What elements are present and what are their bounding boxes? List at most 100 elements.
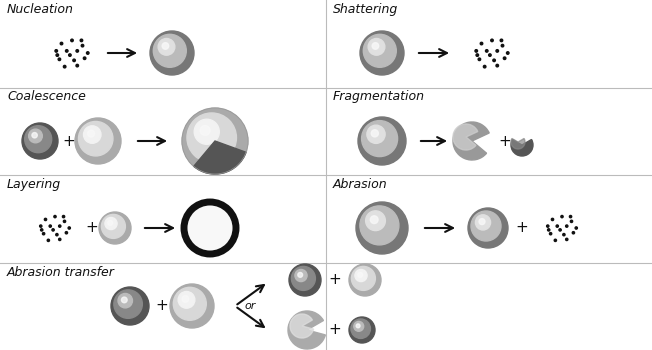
Circle shape (65, 232, 68, 234)
Circle shape (83, 57, 86, 60)
Circle shape (569, 216, 572, 218)
Ellipse shape (479, 219, 485, 225)
Ellipse shape (32, 133, 37, 138)
Ellipse shape (289, 264, 321, 296)
Ellipse shape (22, 123, 58, 159)
Circle shape (566, 238, 568, 240)
Wedge shape (453, 122, 489, 160)
Circle shape (44, 218, 47, 220)
Circle shape (40, 225, 42, 227)
Circle shape (87, 52, 89, 54)
Circle shape (572, 232, 574, 234)
Ellipse shape (78, 121, 113, 156)
Circle shape (59, 238, 61, 240)
Ellipse shape (29, 129, 42, 143)
Ellipse shape (170, 284, 214, 328)
Circle shape (63, 220, 66, 223)
Circle shape (54, 216, 56, 218)
Text: +: + (329, 322, 342, 337)
Ellipse shape (362, 121, 398, 156)
Circle shape (55, 50, 57, 52)
Ellipse shape (351, 266, 376, 290)
Circle shape (554, 239, 557, 241)
Circle shape (76, 50, 78, 52)
Ellipse shape (370, 216, 378, 224)
Circle shape (575, 227, 578, 229)
Circle shape (40, 229, 43, 231)
Ellipse shape (102, 215, 125, 238)
Ellipse shape (200, 126, 210, 135)
Ellipse shape (83, 126, 101, 143)
Wedge shape (290, 314, 314, 338)
Text: or: or (244, 301, 256, 311)
Circle shape (563, 233, 565, 236)
Text: +: + (499, 133, 511, 148)
Ellipse shape (194, 119, 219, 144)
Ellipse shape (367, 125, 385, 144)
Ellipse shape (354, 321, 364, 331)
Circle shape (56, 233, 58, 236)
Ellipse shape (358, 273, 363, 277)
Circle shape (548, 229, 550, 231)
Wedge shape (288, 311, 325, 349)
Circle shape (486, 50, 488, 52)
Circle shape (546, 225, 549, 227)
Ellipse shape (121, 297, 127, 303)
Ellipse shape (187, 113, 237, 162)
Wedge shape (511, 140, 533, 156)
Circle shape (500, 39, 503, 42)
Ellipse shape (173, 287, 206, 320)
Circle shape (561, 216, 563, 218)
Circle shape (63, 216, 65, 218)
Circle shape (80, 39, 83, 42)
Circle shape (42, 232, 45, 235)
Circle shape (68, 227, 70, 229)
Ellipse shape (298, 273, 303, 277)
Circle shape (82, 44, 83, 47)
Circle shape (478, 58, 481, 61)
Text: +: + (516, 220, 528, 236)
Text: Shattering: Shattering (333, 3, 398, 16)
Circle shape (493, 59, 496, 62)
Circle shape (566, 225, 568, 227)
Circle shape (63, 65, 66, 68)
Circle shape (483, 65, 486, 68)
Text: +: + (63, 133, 76, 148)
Ellipse shape (87, 130, 95, 137)
Ellipse shape (162, 43, 169, 49)
Ellipse shape (150, 31, 194, 75)
Circle shape (496, 50, 499, 52)
Circle shape (49, 225, 52, 227)
Ellipse shape (356, 202, 408, 254)
Ellipse shape (291, 266, 316, 290)
Circle shape (58, 58, 61, 61)
Ellipse shape (468, 208, 508, 248)
Ellipse shape (358, 117, 406, 165)
Ellipse shape (178, 292, 195, 308)
Text: Abrasion: Abrasion (333, 178, 388, 191)
Circle shape (60, 42, 63, 45)
Circle shape (507, 52, 509, 54)
Circle shape (52, 229, 54, 231)
Text: +: + (156, 299, 168, 314)
Text: +: + (329, 273, 342, 287)
Circle shape (475, 50, 477, 52)
Text: Nucleation: Nucleation (7, 3, 74, 16)
Circle shape (73, 59, 76, 62)
Ellipse shape (471, 211, 501, 241)
Circle shape (491, 39, 494, 42)
Ellipse shape (105, 217, 117, 230)
Ellipse shape (356, 324, 360, 328)
Ellipse shape (349, 264, 381, 296)
Ellipse shape (372, 43, 379, 49)
Ellipse shape (108, 220, 113, 225)
Circle shape (56, 54, 59, 56)
Circle shape (552, 218, 554, 220)
Text: +: + (85, 220, 98, 236)
Circle shape (65, 50, 68, 52)
Ellipse shape (360, 206, 399, 245)
Circle shape (59, 225, 61, 227)
Ellipse shape (99, 212, 131, 244)
Wedge shape (511, 139, 525, 149)
Ellipse shape (184, 202, 236, 254)
